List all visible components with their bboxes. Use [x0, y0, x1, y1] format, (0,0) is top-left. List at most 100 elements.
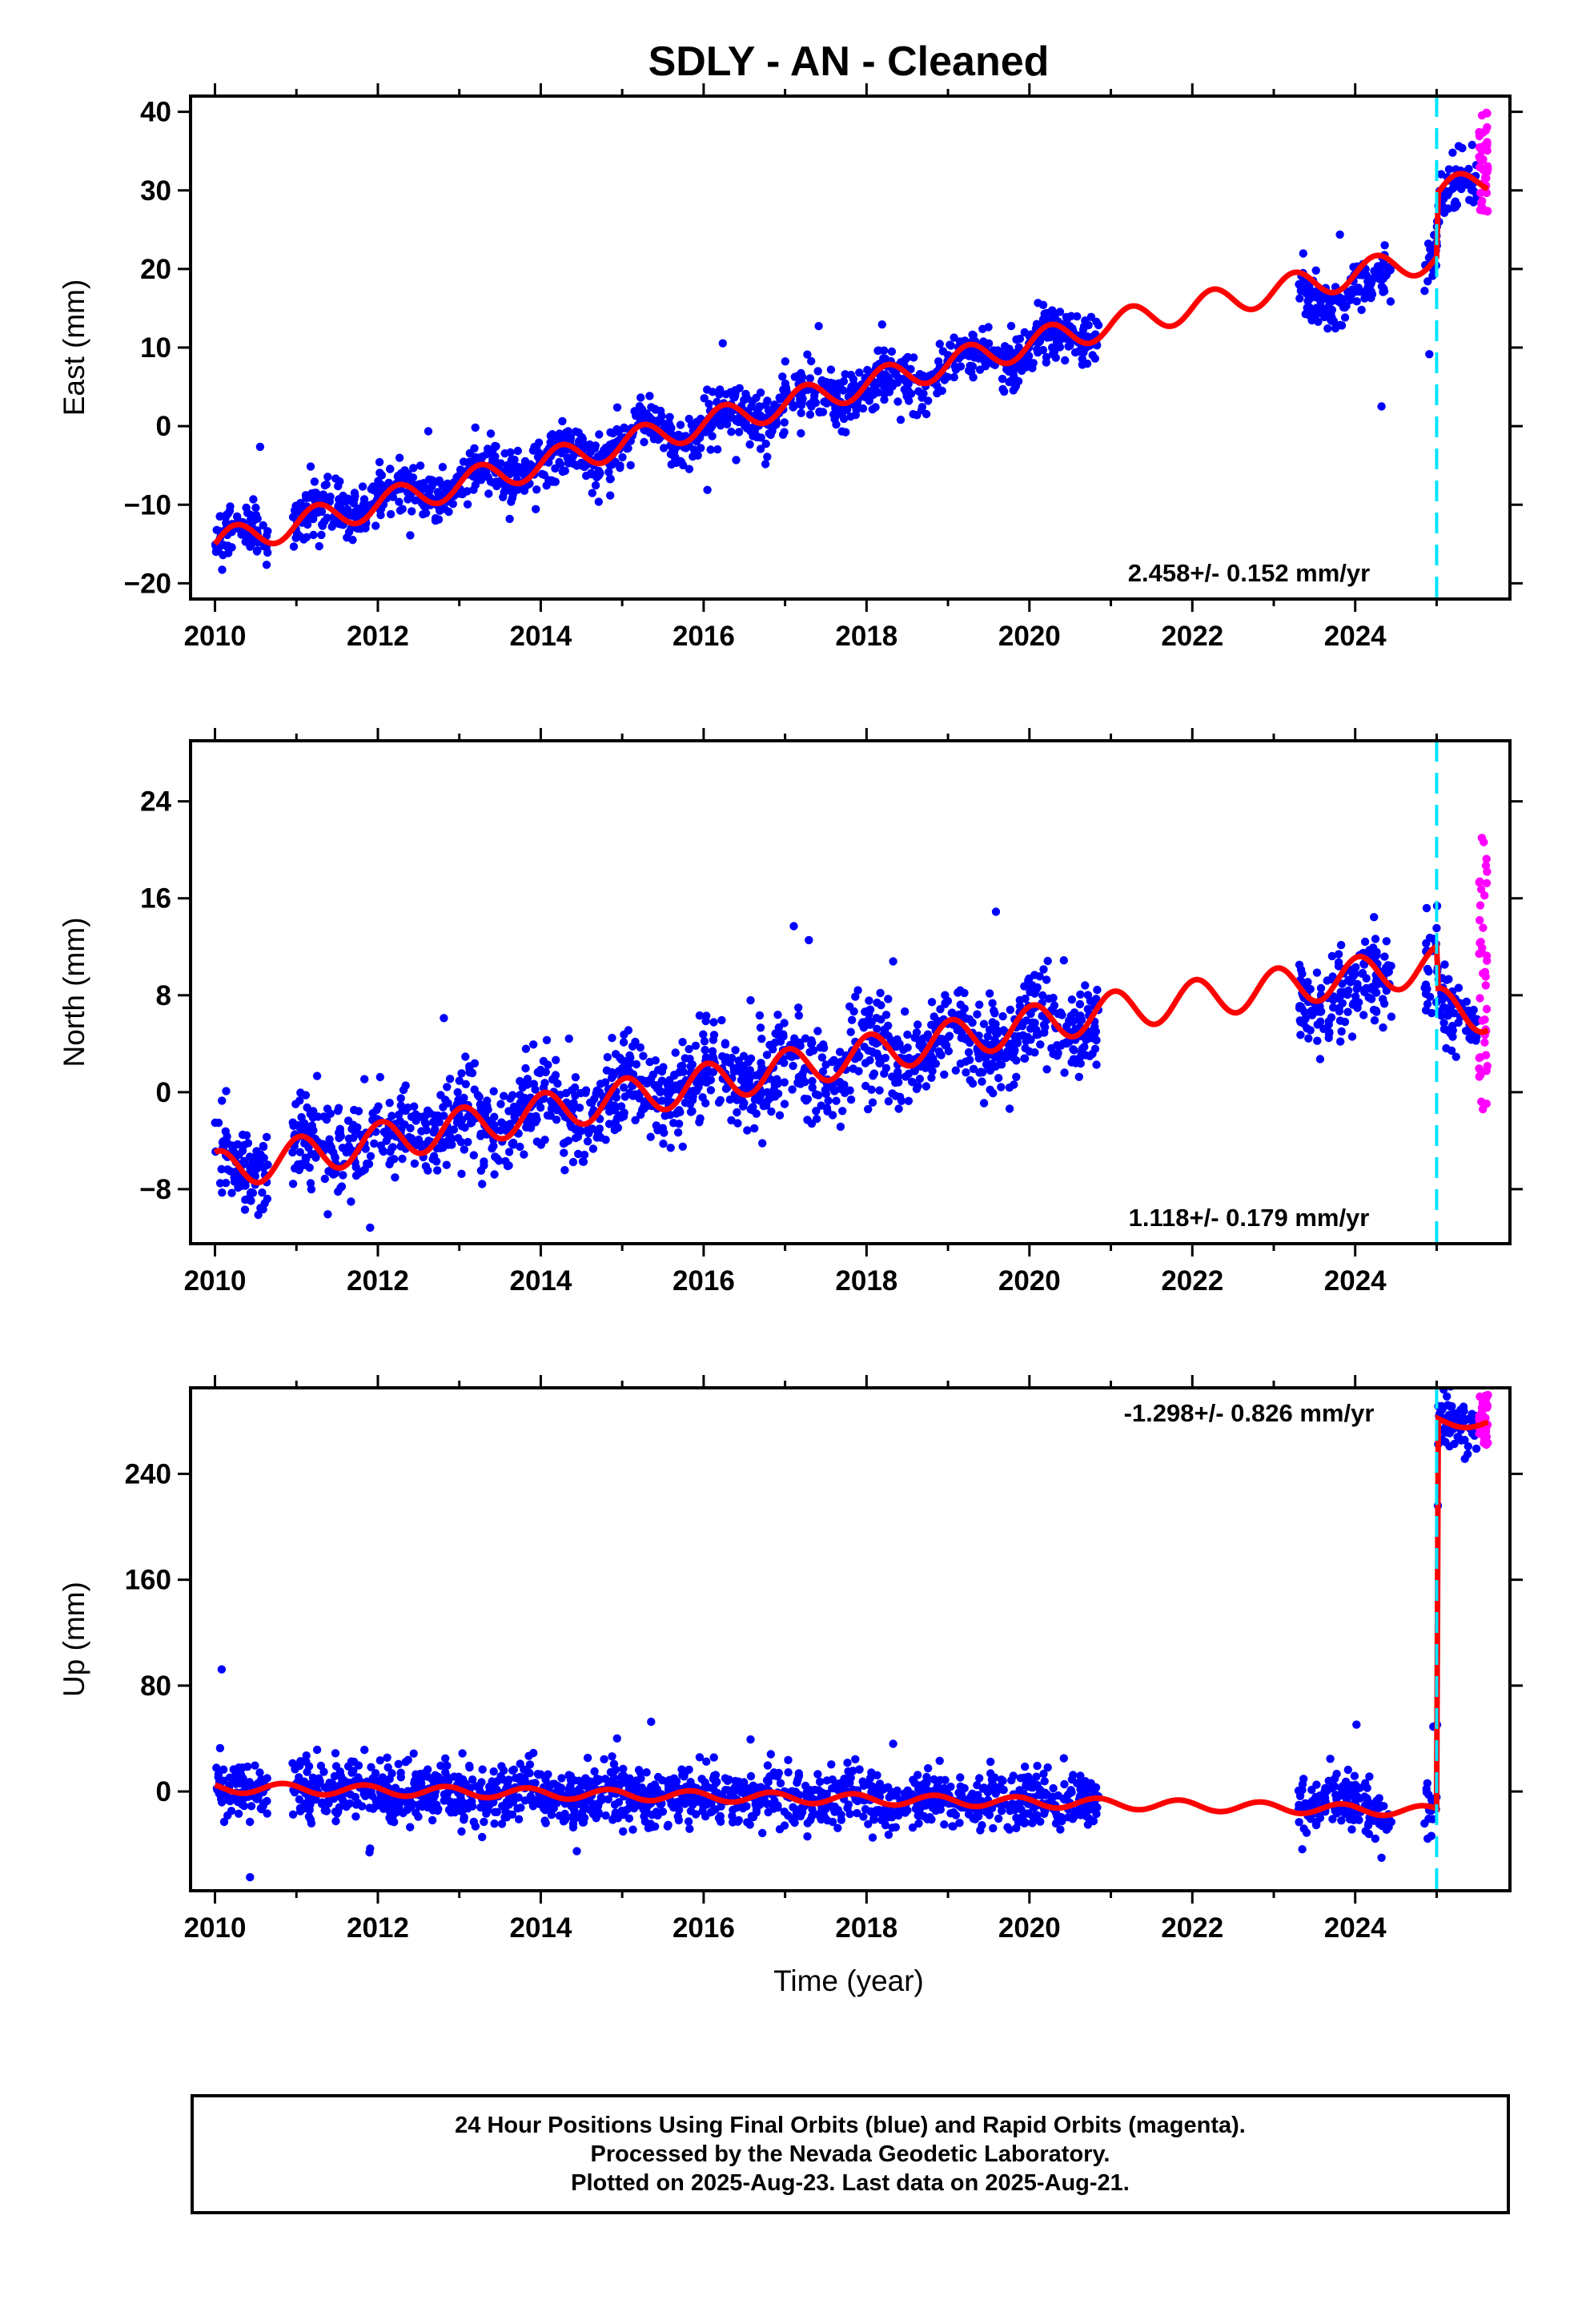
- final-point: [977, 1052, 986, 1061]
- final-point: [443, 1083, 452, 1092]
- final-point: [504, 1775, 513, 1784]
- final-point: [320, 1174, 329, 1184]
- final-point: [708, 432, 717, 440]
- panel-2: 2010 2012 2014 2016 2018 2020 2022 2024−8081624…: [58, 728, 1523, 1297]
- final-point: [1337, 321, 1347, 330]
- final-point: [347, 1197, 355, 1206]
- final-point: [358, 482, 367, 491]
- final-point: [701, 1099, 710, 1108]
- final-point: [1015, 1786, 1024, 1795]
- final-point: [1386, 297, 1395, 306]
- final-point: [976, 1068, 986, 1076]
- final-point: [319, 495, 328, 505]
- final-point: [457, 1169, 466, 1179]
- final-point: [906, 364, 915, 374]
- final-point: [645, 392, 654, 400]
- final-point: [314, 1112, 323, 1121]
- final-point: [217, 1798, 227, 1807]
- final-point: [869, 384, 878, 393]
- final-point: [246, 1872, 255, 1882]
- final-point: [875, 1086, 884, 1095]
- final-point: [247, 1188, 256, 1197]
- final-point: [457, 1827, 466, 1836]
- final-point: [251, 503, 260, 513]
- final-point: [793, 1778, 801, 1787]
- final-point: [821, 1060, 830, 1069]
- final-point: [1078, 325, 1088, 334]
- final-point: [865, 1010, 873, 1019]
- final-point: [780, 1807, 789, 1816]
- final-point: [1320, 312, 1329, 322]
- final-point: [745, 440, 754, 449]
- y-tick-label: −8: [139, 1174, 171, 1205]
- final-point: [1075, 1777, 1085, 1787]
- final-point: [219, 1817, 229, 1827]
- final-point: [421, 509, 431, 517]
- final-point: [232, 512, 242, 521]
- final-point: [873, 1771, 881, 1779]
- final-point: [488, 478, 498, 487]
- final-point: [669, 1119, 678, 1128]
- final-point: [998, 352, 1007, 362]
- final-point: [853, 1808, 861, 1818]
- final-orbit-points: [212, 1388, 1482, 1882]
- final-point: [664, 1091, 673, 1100]
- final-point: [1347, 1032, 1357, 1041]
- final-point: [230, 1177, 239, 1186]
- final-point: [808, 1805, 817, 1814]
- final-point: [298, 1127, 307, 1136]
- final-point: [1343, 1007, 1352, 1016]
- final-point: [368, 1804, 378, 1813]
- final-point: [255, 442, 265, 452]
- final-point: [1452, 1052, 1460, 1061]
- final-point: [546, 1096, 556, 1106]
- final-point: [1440, 960, 1449, 969]
- final-point: [1436, 170, 1446, 179]
- final-point: [1359, 960, 1369, 969]
- final-point: [1050, 311, 1059, 320]
- final-point: [1421, 980, 1431, 989]
- final-point: [259, 1153, 268, 1163]
- final-point: [536, 1140, 545, 1149]
- final-point: [1021, 994, 1030, 1003]
- final-point: [807, 1039, 816, 1049]
- final-point: [899, 1045, 908, 1055]
- final-point: [1442, 975, 1452, 985]
- final-point: [259, 1204, 267, 1214]
- final-point: [818, 1067, 828, 1076]
- final-point: [689, 445, 699, 454]
- final-point: [548, 476, 556, 485]
- final-point: [247, 1781, 257, 1791]
- rapid-point: [1476, 885, 1486, 894]
- final-point: [997, 1083, 1006, 1092]
- rapid-point: [1476, 915, 1484, 925]
- rapid-point: [1484, 164, 1492, 174]
- rapid-point: [1482, 1067, 1491, 1076]
- final-point: [846, 1027, 855, 1036]
- final-point: [884, 995, 893, 1003]
- final-point: [214, 1770, 223, 1779]
- final-point: [1012, 1072, 1021, 1082]
- final-point: [770, 1080, 779, 1089]
- final-point: [787, 1052, 797, 1061]
- final-point: [409, 1749, 418, 1758]
- final-point: [543, 1111, 552, 1120]
- final-point: [377, 471, 387, 480]
- final-point: [888, 1089, 897, 1098]
- final-point: [458, 1749, 467, 1758]
- final-point: [547, 1104, 556, 1113]
- final-point: [1351, 963, 1360, 972]
- final-point: [788, 1085, 797, 1094]
- final-point: [412, 1140, 421, 1150]
- final-point: [421, 1768, 430, 1777]
- final-point: [329, 1170, 338, 1179]
- final-point: [1377, 402, 1386, 411]
- final-point: [931, 1785, 940, 1794]
- final-point: [930, 1012, 938, 1021]
- final-point: [1315, 1055, 1325, 1063]
- final-point: [1420, 287, 1429, 296]
- final-point: [1367, 293, 1375, 303]
- final-point: [610, 1800, 620, 1809]
- final-point: [657, 1096, 667, 1105]
- final-point: [962, 1014, 970, 1023]
